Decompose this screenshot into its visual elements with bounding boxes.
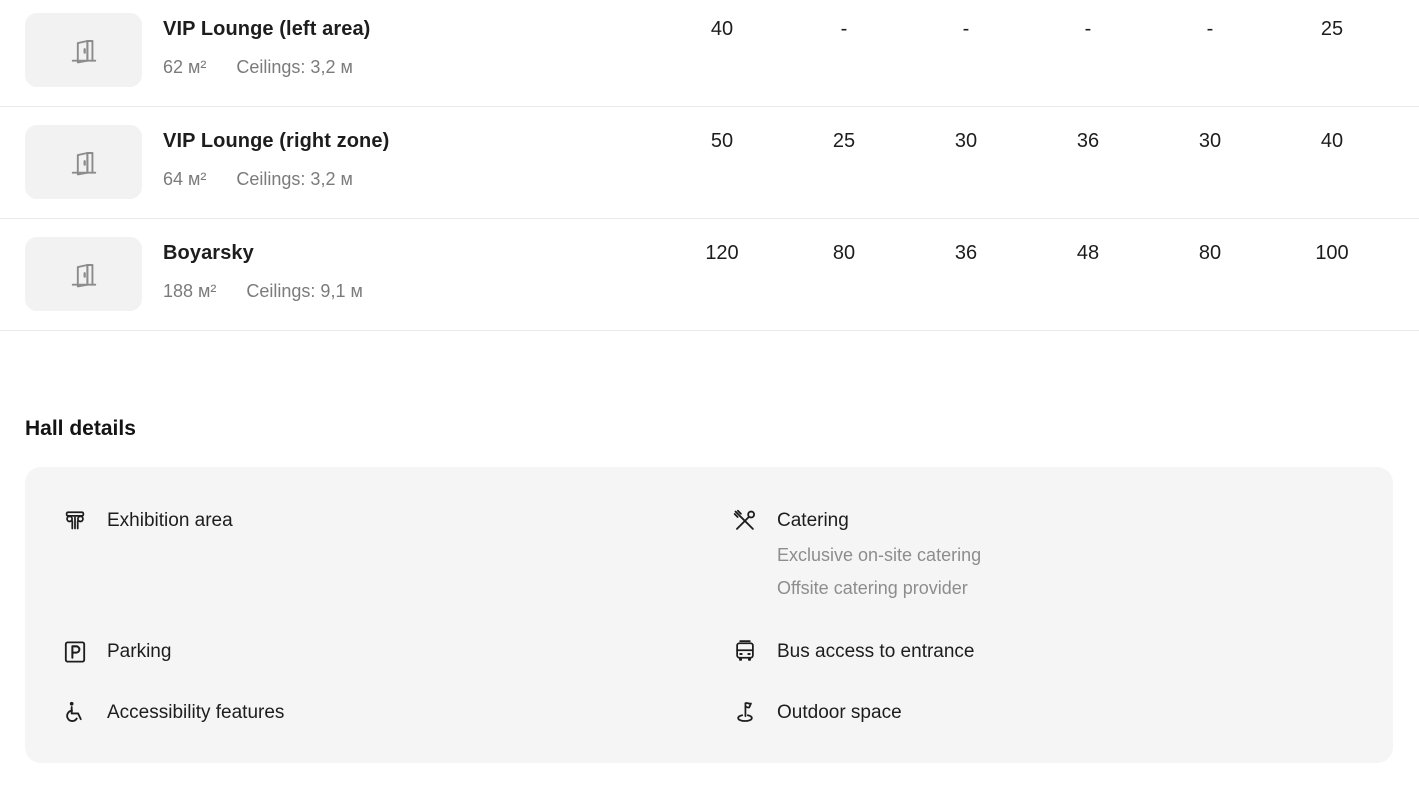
catering-icon bbox=[731, 507, 759, 535]
feature-label: Exhibition area bbox=[107, 510, 233, 531]
door-icon bbox=[66, 32, 102, 68]
hall-thumbnail bbox=[25, 237, 142, 311]
feature-sub-label: Exclusive on-site catering bbox=[777, 545, 982, 565]
capacity-value: - bbox=[1084, 18, 1092, 40]
feature-sub-label: Offsite catering provider bbox=[777, 578, 968, 598]
wheelchair-icon bbox=[61, 699, 89, 727]
parking-icon bbox=[61, 638, 89, 666]
hall-ceilings: Ceilings: 3,2 м bbox=[236, 169, 353, 189]
feature-label: Parking bbox=[107, 641, 172, 662]
hall-area: 62 м² bbox=[163, 57, 207, 77]
bus-icon bbox=[731, 638, 759, 666]
hall-thumbnail bbox=[25, 13, 142, 87]
hall-row-vip-right[interactable]: VIP Lounge (right zone) 64 м² Ceilings: … bbox=[0, 107, 1419, 219]
feature-label: Outdoor space bbox=[777, 702, 902, 723]
flag-icon bbox=[731, 699, 759, 727]
feature-accessibility: Accessibility features bbox=[61, 699, 731, 727]
capacity-value: 30 bbox=[1198, 130, 1222, 152]
capacity-value: 80 bbox=[1198, 242, 1222, 264]
feature-label: Bus access to entrance bbox=[777, 641, 975, 662]
capacity-value: - bbox=[1206, 18, 1214, 40]
capacity-value: 36 bbox=[1076, 130, 1100, 152]
hall-name: VIP Lounge (left area) bbox=[163, 18, 371, 40]
feature-label: Accessibility features bbox=[107, 702, 285, 723]
hall-ceilings: Ceilings: 3,2 м bbox=[236, 57, 353, 77]
capacity-value: 40 bbox=[1320, 130, 1344, 152]
feature-parking: Parking bbox=[61, 638, 731, 666]
feature-exhibition-area: Exhibition area bbox=[61, 507, 731, 535]
capacity-value: 40 bbox=[710, 18, 734, 40]
capacity-value: 25 bbox=[832, 130, 856, 152]
feature-catering: Catering Exclusive on-site catering Offs… bbox=[731, 507, 1357, 605]
hall-details-title: Hall details bbox=[25, 417, 136, 440]
capacity-value: 120 bbox=[705, 242, 739, 264]
door-icon bbox=[66, 256, 102, 292]
hall-name: Boyarsky bbox=[163, 242, 254, 264]
capacity-value: 100 bbox=[1315, 242, 1349, 264]
capacity-values: 50 25 30 36 30 40 bbox=[661, 125, 1393, 155]
hall-row-boyarsky[interactable]: Boyarsky 188 м² Ceilings: 9,1 м 120 80 3… bbox=[0, 219, 1419, 331]
capacity-value: - bbox=[840, 18, 848, 40]
feature-outdoor-space: Outdoor space bbox=[731, 699, 1357, 727]
column-icon bbox=[61, 507, 89, 535]
capacity-value: 25 bbox=[1320, 18, 1344, 40]
hall-area: 188 м² bbox=[163, 281, 217, 301]
capacity-value: 36 bbox=[954, 242, 978, 264]
halls-table: VIP Lounge (left area) 62 м² Ceilings: 3… bbox=[0, 0, 1419, 331]
hall-thumbnail bbox=[25, 125, 142, 199]
hall-row-vip-left[interactable]: VIP Lounge (left area) 62 м² Ceilings: 3… bbox=[0, 0, 1419, 107]
capacity-value: 48 bbox=[1076, 242, 1100, 264]
hall-ceilings: Ceilings: 9,1 м bbox=[246, 281, 363, 301]
door-icon bbox=[66, 144, 102, 180]
capacity-value: 80 bbox=[832, 242, 856, 264]
capacity-value: - bbox=[962, 18, 970, 40]
hall-name: VIP Lounge (right zone) bbox=[163, 130, 390, 152]
feature-label: Catering bbox=[777, 510, 849, 531]
capacity-values: 120 80 36 48 80 100 bbox=[661, 237, 1393, 267]
capacity-value: 50 bbox=[710, 130, 734, 152]
capacity-values: 40 - - - - 25 bbox=[661, 13, 1393, 43]
feature-bus-access: Bus access to entrance bbox=[731, 638, 1357, 666]
hall-area: 64 м² bbox=[163, 169, 207, 189]
hall-details-panel: Exhibition area Catering Exclusive on-si… bbox=[25, 467, 1393, 763]
capacity-value: 30 bbox=[954, 130, 978, 152]
